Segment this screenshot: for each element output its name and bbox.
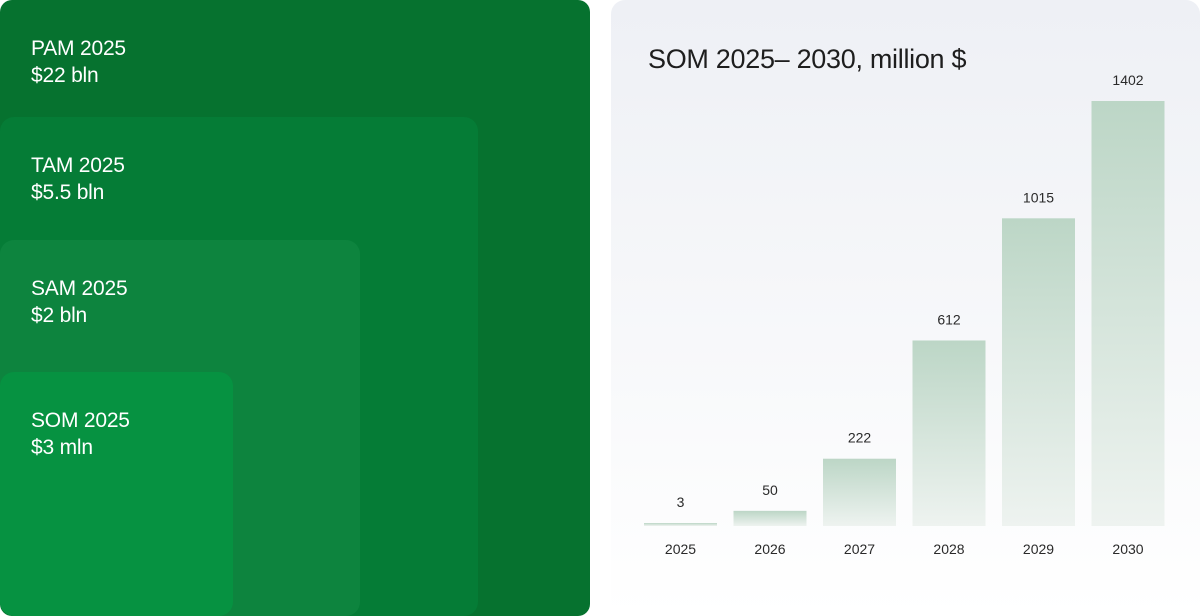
som-chart-card: SOM 2025– 2030, million $ 3 2025 50 2026 222… [611, 0, 1200, 616]
bar-2030 [1091, 101, 1165, 526]
tam-value: $5.5 bln [31, 181, 105, 204]
pam-label: PAM 2025 $22 bln [31, 35, 126, 89]
x-tick-label-2029: 2029 [1023, 541, 1054, 557]
bar-value-label-2029: 1015 [1023, 189, 1054, 205]
bar-2025 [644, 523, 717, 526]
sam-name: SAM 2025 [31, 277, 128, 300]
bar-2028 [912, 340, 986, 526]
bar-2026 [733, 510, 807, 526]
tam-label: TAM 2025 $5.5 bln [31, 152, 125, 206]
bar-2027 [823, 458, 896, 526]
pam-box: PAM 2025 $22 bln [0, 0, 590, 616]
bar-value-label-2026: 50 [762, 482, 778, 498]
x-tick-label-2030: 2030 [1112, 541, 1143, 557]
market-size-panel: PAM 2025 $22 bln TAM 2025 $5.5 bln SAM 2… [0, 0, 590, 616]
bar-value-label-2025: 3 [677, 494, 685, 510]
som-bar-chart: 3 2025 50 2026 222 2027 612 2028 1015 2029 1402 203… [644, 72, 1165, 557]
sam-value: $2 bln [31, 304, 88, 327]
sam-label: SAM 2025 $2 bln [31, 275, 128, 329]
pam-value: $22 bln [31, 64, 99, 87]
x-tick-label-2028: 2028 [933, 541, 964, 557]
x-tick-label-2025: 2025 [665, 541, 696, 557]
pam-name: PAM 2025 [31, 37, 126, 60]
bar-value-label-2028: 612 [937, 311, 961, 327]
bar-value-label-2027: 222 [848, 430, 872, 446]
som-label: SOM 2025 $3 mln [31, 407, 130, 461]
tam-name: TAM 2025 [31, 154, 125, 177]
som-name: SOM 2025 [31, 409, 130, 432]
bar-2029 [1002, 218, 1075, 526]
som-box: SOM 2025 $3 mln [0, 372, 233, 616]
chart-title: SOM 2025– 2030, million $ [648, 44, 967, 74]
bar-value-label-2030: 1402 [1112, 72, 1143, 88]
som-value: $3 mln [31, 436, 93, 459]
bars-layer: 3 2025 50 2026 222 2027 612 2028 1015 2029 1402 203… [644, 72, 1165, 557]
x-tick-label-2026: 2026 [754, 541, 785, 557]
x-tick-label-2027: 2027 [844, 541, 875, 557]
